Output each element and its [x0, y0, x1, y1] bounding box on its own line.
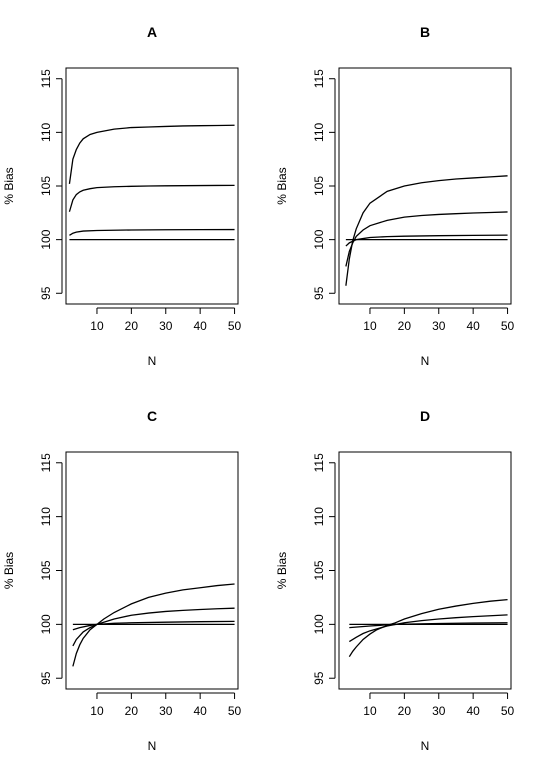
x-tick-label: 20 [398, 319, 412, 333]
x-tick-label: 10 [363, 704, 377, 718]
x-tick-label: 30 [432, 704, 446, 718]
series-line-3 [345, 234, 508, 247]
panel-b: B % Bias N 95 100 105 110 115 10 20 30 40 50 [275, 24, 515, 368]
x-tick-label: 30 [432, 319, 446, 333]
panel-title: B [420, 24, 430, 40]
x-tick-label: 40 [466, 704, 480, 718]
series-line-3 [349, 622, 508, 629]
y-axis-label: % Bias [275, 167, 289, 204]
panel-title: D [420, 408, 430, 424]
plot-frame [65, 67, 239, 305]
y-tick-label: 115 [39, 69, 53, 88]
x-axis-label: N [421, 354, 430, 368]
plot-frame [338, 67, 512, 305]
y-tick-label: 95 [39, 671, 53, 685]
y-axis-label: % Bias [275, 552, 289, 589]
panel-a: A % Bias N 95 100 105 110 115 10 20 30 40 50 [2, 24, 242, 368]
x-axis-label: N [421, 739, 430, 753]
y-tick-label: 110 [39, 122, 53, 141]
x-tick-label: 10 [363, 319, 377, 333]
panel-d: D % Bias N 95 100 105 110 115 10 20 30 40 50 [275, 408, 515, 753]
series-group [68, 124, 235, 241]
series-line-2 [345, 211, 508, 267]
series-line-1 [348, 598, 508, 658]
series-group [348, 598, 508, 658]
x-tick-label: 20 [125, 319, 139, 333]
y-tick-label: 110 [312, 507, 326, 526]
x-tick-label: 50 [501, 319, 515, 333]
x-axis-label: N [148, 354, 157, 368]
y-tick-label: 100 [39, 614, 53, 634]
y-tick-label: 95 [312, 286, 326, 300]
panel-title: C [147, 408, 157, 424]
series-group [72, 583, 235, 667]
plot-frame [65, 451, 239, 690]
y-tick-label: 115 [312, 453, 326, 472]
x-tick-label: 50 [228, 704, 242, 718]
plot-frame [338, 451, 512, 690]
x-axis-label: N [148, 739, 157, 753]
y-tick-label: 95 [312, 671, 326, 685]
x-tick-label: 50 [228, 319, 242, 333]
y-tick-label: 105 [312, 560, 326, 580]
x-tick-label: 30 [159, 319, 173, 333]
series-line-2 [68, 184, 235, 212]
y-tick-label: 100 [39, 229, 53, 249]
y-tick-label: 110 [39, 507, 53, 526]
x-tick-label: 40 [193, 319, 207, 333]
series-line-1 [345, 175, 508, 286]
x-tick-label: 20 [398, 704, 412, 718]
y-axis-label: % Bias [2, 167, 16, 204]
panel-title: A [147, 24, 157, 40]
y-tick-label: 110 [312, 122, 326, 141]
x-tick-label: 40 [193, 704, 207, 718]
y-tick-label: 95 [39, 286, 53, 300]
y-tick-label: 105 [312, 176, 326, 196]
y-axis-label: % Bias [2, 552, 16, 589]
x-tick-label: 10 [90, 704, 104, 718]
panel-c: C % Bias N 95 100 105 110 115 10 20 30 40 50 [2, 408, 242, 753]
x-tick-label: 40 [466, 319, 480, 333]
series-line-3 [69, 228, 235, 236]
y-tick-label: 105 [39, 560, 53, 580]
series-line-1 [68, 124, 235, 184]
series-line-2 [348, 614, 508, 643]
x-tick-label: 30 [159, 704, 173, 718]
y-tick-label: 100 [312, 614, 326, 634]
series-line-2 [72, 607, 235, 647]
series-line-3 [72, 620, 235, 631]
y-tick-label: 100 [312, 229, 326, 249]
y-tick-label: 115 [39, 453, 53, 472]
x-tick-label: 50 [501, 704, 515, 718]
x-tick-label: 20 [125, 704, 139, 718]
series-line-1 [72, 583, 235, 667]
x-tick-label: 10 [90, 319, 104, 333]
y-tick-label: 115 [312, 69, 326, 88]
series-group [345, 175, 508, 286]
y-tick-label: 105 [39, 176, 53, 196]
